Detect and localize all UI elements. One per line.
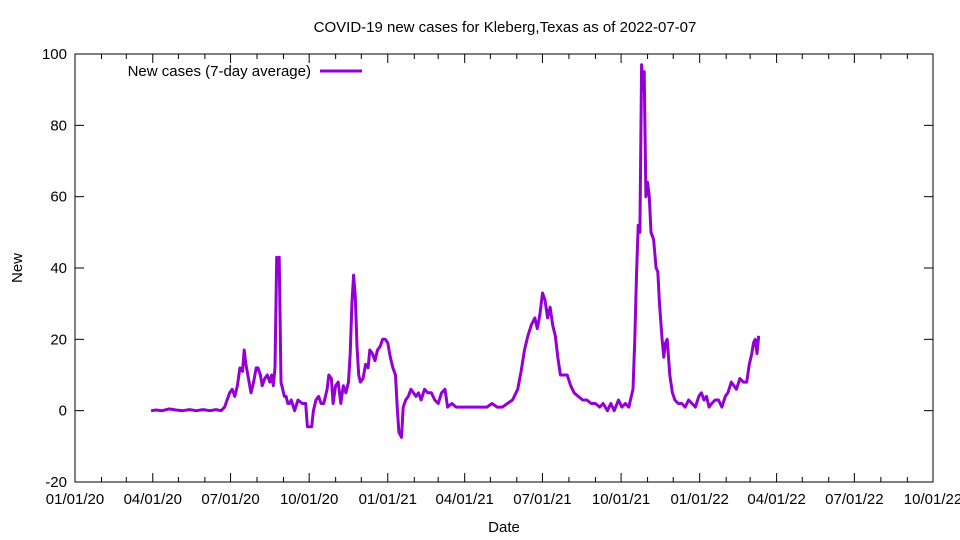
legend-label: New cases (7-day average) <box>128 63 311 80</box>
legend: New cases (7-day average) <box>128 63 362 80</box>
plot-frame <box>74 53 934 483</box>
x-tick-label: 01/01/22 <box>671 491 729 508</box>
x-tick-label: 04/01/20 <box>124 491 182 508</box>
x-tick-label: 04/01/22 <box>747 491 805 508</box>
x-tick-label: 04/01/21 <box>435 491 493 508</box>
axis-ticks <box>74 53 934 483</box>
x-tick-label: 10/01/22 <box>904 491 960 508</box>
x-axis-title: Date <box>488 519 520 536</box>
y-tick-label: 0 <box>59 403 67 420</box>
y-tick-label: -20 <box>45 474 67 491</box>
y-tick-label: 80 <box>50 117 67 134</box>
series-line <box>150 63 761 439</box>
y-axis-title: New <box>9 253 26 283</box>
x-tick-label: 07/01/21 <box>513 491 571 508</box>
x-tick-label: 10/01/21 <box>592 491 650 508</box>
chart-title: COVID-19 new cases for Kleberg,Texas as … <box>314 19 697 36</box>
x-tick-label: 01/01/20 <box>46 491 104 508</box>
x-tick-label: 10/01/20 <box>280 491 338 508</box>
y-tick-label: 60 <box>50 189 67 206</box>
y-tick-label: 100 <box>42 46 67 63</box>
x-tick-label: 07/01/20 <box>201 491 259 508</box>
y-tick-label: 40 <box>50 260 67 277</box>
y-tick-label: 20 <box>50 331 67 348</box>
x-tick-label: 07/01/22 <box>825 491 883 508</box>
axis-tick-labels: -20 0 20 40 60 80 100 01/01/20 04/01/20 07/01/20 1… <box>42 46 960 508</box>
x-tick-label: 01/01/21 <box>359 491 417 508</box>
